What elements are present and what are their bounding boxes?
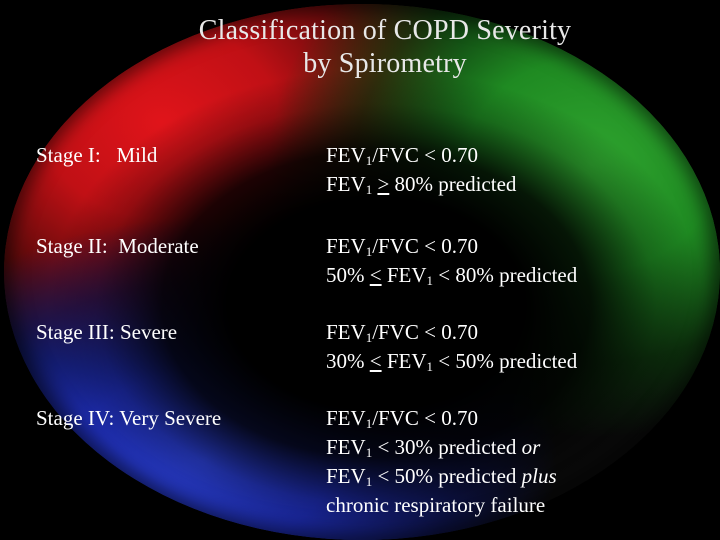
criteria-text: < 50% predicted [433,349,578,373]
criteria-text: FEV [381,263,427,287]
underlined-operator: > [377,172,390,196]
title-line-2: by Spirometry [303,48,467,79]
criteria-text: /FVC < 0.70 [372,234,478,258]
criteria-text: FEV [326,172,366,196]
italic-conjunction: or [521,435,541,459]
criteria-text: FEV [326,464,366,488]
stage-label: Stage II: Moderate [36,234,199,258]
criteria-line: FEV1/FVC < 0.70 [326,232,577,261]
subscript: 1 [365,416,373,431]
criteria-text: /FVC < 0.70 [372,143,478,167]
criteria-text: FEV [326,320,366,344]
criteria-text: /FVC < 0.70 [372,320,478,344]
criteria-line: FEV1/FVC < 0.70 [326,318,577,347]
underlined-operator: < [369,263,382,287]
subscript: 1 [365,244,373,259]
underlined-operator: < [369,349,382,373]
criteria-text: FEV [326,435,366,459]
criteria-text: FEV [326,143,366,167]
stage-criteria: FEV1/FVC < 0.70 50% < FEV1 < 80% predict… [326,232,577,290]
criteria-text: FEV [326,406,366,430]
subscript: 1 [365,474,373,489]
stage-criteria: FEV1/FVC < 0.70 30% < FEV1 < 50% predict… [326,318,577,376]
stage-criteria: FEV1/FVC < 0.70 FEV1 > 80% predicted [326,141,516,199]
subscript: 1 [365,445,373,460]
criteria-text: /FVC < 0.70 [372,406,478,430]
background-orb [4,4,720,540]
subscript: 1 [365,153,373,168]
subscript: 1 [365,330,373,345]
criteria-text: 80% predicted [389,172,517,196]
criteria-line: FEV1/FVC < 0.70 [326,404,557,433]
criteria-text: < 80% predicted [433,263,578,287]
stage-label: Stage IV: Very Severe [36,406,222,430]
slide-title: Classification of COPD Severity by Spiro… [0,14,720,80]
criteria-text: 30% [326,349,370,373]
subscript: 1 [426,359,434,374]
criteria-line: chronic respiratory failure [326,491,557,520]
subscript: 1 [365,182,373,197]
criteria-line: FEV1 > 80% predicted [326,170,516,199]
criteria-text: FEV [381,349,427,373]
criteria-text: < 50% predicted [372,464,522,488]
criteria-line: FEV1/FVC < 0.70 [326,141,516,170]
dark-core [4,4,720,540]
stage-label: Stage III: Severe [36,320,178,344]
criteria-line: 50% < FEV1 < 80% predicted [326,261,577,290]
italic-conjunction: plus [521,464,557,488]
stage-label: Stage I: Mild [36,143,158,167]
criteria-text: chronic respiratory failure [326,493,546,517]
criteria-text: 50% [326,263,370,287]
criteria-line: FEV1 < 50% predicted plus [326,462,557,491]
criteria-text: FEV [326,234,366,258]
criteria-line: FEV1 < 30% predicted or [326,433,557,462]
stage-criteria: FEV1/FVC < 0.70 FEV1 < 30% predicted or … [326,404,557,520]
subscript: 1 [426,273,434,288]
title-line-1: Classification of COPD Severity [198,15,572,46]
criteria-line: 30% < FEV1 < 50% predicted [326,347,577,376]
criteria-text: < 30% predicted [372,435,522,459]
